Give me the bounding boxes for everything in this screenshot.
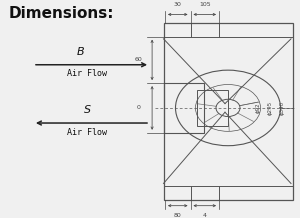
Text: Air Flow: Air Flow: [67, 128, 107, 137]
Text: Air Flow: Air Flow: [67, 69, 107, 78]
Text: B: B: [77, 47, 85, 57]
Text: ϕ340: ϕ340: [280, 101, 284, 115]
Text: 105: 105: [199, 2, 211, 7]
Text: ϕ295: ϕ295: [268, 101, 272, 115]
Text: 80: 80: [174, 213, 182, 218]
Text: Dimensions:: Dimensions:: [9, 7, 115, 22]
Text: 0: 0: [137, 106, 140, 111]
Text: ϕ92: ϕ92: [256, 103, 260, 113]
Text: S: S: [83, 105, 91, 115]
Text: 60: 60: [135, 57, 142, 62]
Text: 4: 4: [203, 213, 207, 218]
Text: 30: 30: [174, 2, 182, 7]
